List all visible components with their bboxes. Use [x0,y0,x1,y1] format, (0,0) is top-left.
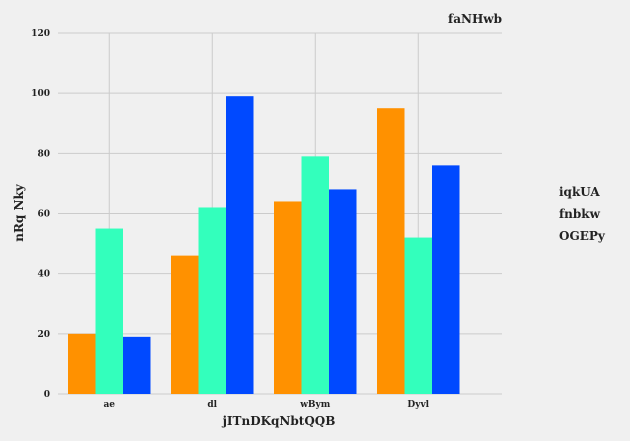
bars [68,96,460,395]
x-tick-label: ae [103,400,115,410]
x-tick-label: Dyvl [407,400,429,410]
y-tick-label: 0 [44,390,50,400]
tick-labels: 0 20 40 60 80 100 120 ae dl wBym Dyvl [31,29,429,410]
bar-fnbkw-dl [198,207,226,394]
x-axis-title: jITnDKqNbtQQB [222,414,336,428]
bar-OGEPy-wBym [329,189,357,394]
bar-iqkUA-wBym [274,201,302,394]
x-tick-label: dl [207,400,217,410]
y-tick-label: 20 [37,330,50,340]
bar-fnbkw-ae [95,228,123,394]
y-tick-label: 40 [37,270,50,280]
y-axis-title: nRq Nky [12,183,26,242]
y-tick-label: 120 [31,29,50,39]
bar-iqkUA-ae [68,333,96,394]
bar-iqkUA-Dyvl [377,108,405,394]
legend-item-OGEPy: OGEPy [559,229,606,243]
x-tick-label: wBym [299,400,331,410]
bar-fnbkw-Dyvl [404,237,432,394]
y-tick-label: 60 [37,210,50,220]
legend-item-iqkUA: iqkUA [559,185,600,199]
bar-OGEPy-dl [226,96,254,395]
legend-item-fnbkw: fnbkw [559,207,601,221]
legend: iqkUA fnbkw OGEPy [559,185,606,243]
bar-OGEPy-Dyvl [432,165,460,394]
y-tick-label: 80 [37,149,50,159]
chart-title: faNHwb [448,12,502,26]
y-tick-label: 100 [31,89,50,99]
bar-OGEPy-ae [123,336,151,394]
bar-fnbkw-wBym [301,156,329,394]
bar-iqkUA-dl [171,255,199,394]
